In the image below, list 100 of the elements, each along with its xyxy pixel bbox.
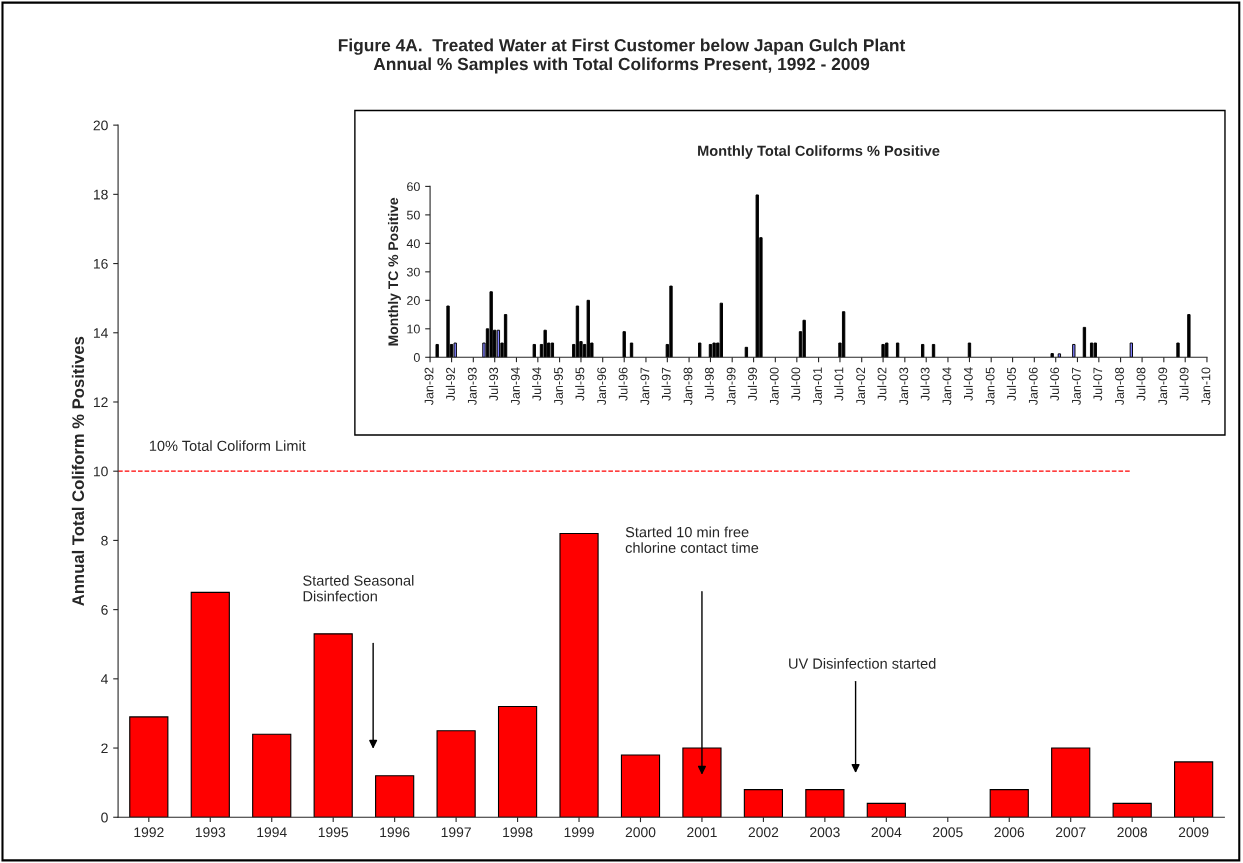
bar (1082, 326, 1087, 358)
x-tick-label: Jul-94 (532, 367, 542, 401)
bar (453, 342, 457, 358)
bar (885, 342, 889, 358)
bar (559, 532, 599, 818)
chart-title: Monthly Total Coliforms % Positive (698, 145, 940, 159)
bar (1050, 353, 1054, 358)
y-tick-label: 0 (101, 812, 108, 823)
x-tick-label: 2008 (1117, 827, 1148, 838)
x-tick-label: Jan-05 (985, 367, 995, 406)
bar (190, 591, 230, 818)
y-tick-label: 6 (101, 604, 108, 615)
y-tick-label: 40 (406, 239, 420, 249)
bar (1129, 342, 1133, 358)
x-tick-label: 2007 (1055, 827, 1086, 838)
x-tick-label: 1999 (564, 827, 594, 838)
x-tick-label: Jul-92 (445, 367, 455, 401)
bar (1089, 342, 1094, 358)
x-tick-label: Jul-07 (1093, 367, 1103, 401)
x-tick-label: Jan-04 (942, 367, 952, 406)
y-tick-label: 20 (407, 296, 420, 305)
bar (436, 730, 476, 818)
x-tick-label: Jan-97 (640, 367, 650, 406)
x-tick-label: Jul-04 (963, 367, 973, 401)
bar (435, 343, 439, 358)
x-tick-label: Jan-93 (467, 367, 477, 406)
y-tick-label: 0 (413, 353, 420, 362)
bar (497, 705, 538, 818)
x-tick-label: 2006 (994, 827, 1025, 838)
bar (755, 194, 759, 358)
y-tick-label: 4 (100, 674, 108, 684)
bar (129, 716, 169, 818)
y-axis-title: Monthly TC % Positive (387, 197, 401, 346)
y-tick-label: 16 (93, 258, 108, 269)
bar (1093, 342, 1097, 358)
y-axis-title: Annual Total Coliform % Positives (71, 336, 85, 606)
x-tick-label: 1993 (195, 827, 226, 838)
y-tick-label: 12 (93, 397, 108, 408)
y-tick-label: 2 (101, 743, 108, 754)
x-tick-label: 2000 (625, 827, 656, 838)
bar (313, 633, 353, 818)
x-tick-label: 1995 (318, 827, 349, 838)
bar (532, 343, 536, 358)
x-tick-label: Jul-96 (618, 367, 628, 401)
annotation: UV Disinfection started (789, 658, 936, 669)
x-tick-label: Jan-95 (554, 367, 563, 406)
x-tick-label: Jul-05 (1006, 367, 1016, 401)
x-tick-label: Jan-99 (726, 367, 736, 406)
x-tick-label: Jan-09 (1158, 367, 1168, 406)
x-tick-label: Jul-97 (661, 367, 671, 401)
y-tick-label: 30 (406, 267, 420, 277)
x-tick-label: Jan-07 (1071, 367, 1081, 406)
x-tick-label: 2001 (687, 827, 717, 838)
y-tick-label: 8 (101, 535, 108, 546)
bar (698, 342, 702, 358)
x-tick-label: Jul-99 (747, 367, 757, 401)
y-tick-label: 18 (93, 189, 108, 200)
x-tick-label: 1992 (134, 827, 164, 838)
bar (629, 342, 634, 358)
x-tick-label: Jan-98 (683, 367, 693, 406)
bar (921, 343, 925, 358)
bar (586, 299, 590, 358)
bar (1187, 314, 1191, 358)
bar (543, 329, 547, 358)
annotation: Started 10 min free chlorine contact time (625, 526, 759, 553)
bar (1057, 353, 1062, 358)
x-tick-label: Jan-03 (899, 367, 909, 406)
x-tick-label: 1994 (257, 827, 287, 838)
x-tick-label: Jul-09 (1179, 367, 1189, 401)
x-tick-label: 1997 (441, 827, 471, 838)
x-tick-label: 1996 (380, 827, 410, 838)
x-tick-label: Jul-93 (488, 367, 499, 401)
x-tick-label: 2002 (748, 827, 779, 838)
bar (967, 342, 972, 358)
bar (669, 285, 673, 358)
x-tick-label: Jul-95 (575, 367, 585, 401)
bar (1174, 761, 1214, 818)
bar (743, 789, 784, 818)
bar (802, 319, 806, 358)
x-tick-label: Jan-01 (813, 367, 822, 406)
x-tick-label: Jul-08 (1136, 367, 1146, 401)
x-tick-label: Jan-96 (597, 367, 607, 406)
x-tick-label: Jul-00 (791, 367, 801, 401)
bar (805, 789, 845, 818)
x-tick-label: Jul-01 (834, 367, 844, 401)
bar (881, 343, 885, 358)
bar (989, 789, 1029, 818)
bar (712, 342, 716, 358)
bar (841, 311, 846, 358)
y-tick-label: 14 (93, 328, 108, 338)
chart-title: Figure 4A. Treated Water at First Customer below Japan Gulch Plant Annual % Samples with Total Coliforms Present, 1992 - 2009 (338, 38, 906, 74)
ref-line-label: 10% Total Coliform Limit (149, 440, 306, 452)
x-tick-label: Jan-06 (1028, 367, 1038, 406)
x-tick-label: Jan-08 (1115, 367, 1124, 406)
bar (1051, 747, 1091, 818)
bar (866, 802, 906, 818)
y-tick-label: 60 (407, 182, 420, 192)
x-tick-label: Jan-00 (769, 367, 779, 406)
bar (931, 343, 936, 358)
x-tick-label: 2009 (1178, 827, 1209, 838)
